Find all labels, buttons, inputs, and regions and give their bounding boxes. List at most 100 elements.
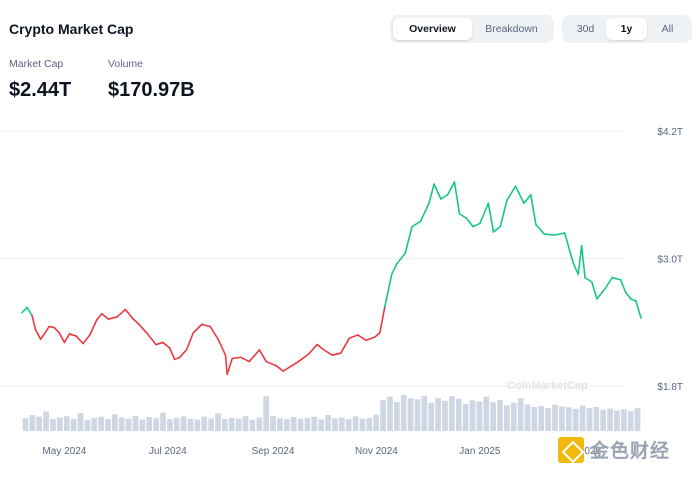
tab-breakdown[interactable]: Breakdown [485,23,538,35]
price-line-segment [577,244,583,276]
site-watermark-text: 金色财经 [590,441,671,462]
volume-bar [105,419,111,431]
price-line-segment [433,183,442,200]
price-line-segment [465,217,474,228]
volume-bar [242,416,249,431]
volume-bar [36,416,43,431]
volume-bar [469,400,476,431]
price-line-segment [458,213,468,219]
volume-stat: Volume $170.97B [108,58,195,102]
price-line-segment [31,315,37,331]
volume-bar [112,414,118,431]
volume-bar [263,396,269,431]
volume-bar [345,419,352,431]
price-line-segment [200,323,212,328]
price-line-segment [356,334,368,342]
price-line-segment [572,261,580,276]
volume-bar [545,408,551,431]
price-line-segment [161,341,171,349]
volume-bar [552,404,558,431]
volume-bar [84,419,91,431]
price-line-segment [100,312,110,320]
range-all-button[interactable]: All [661,23,674,35]
price-line-segment [155,341,164,346]
volume-bar [332,418,338,431]
range-1y-button[interactable]: 1y [606,18,647,40]
price-line-segment [282,365,293,372]
price-line-segment [146,333,157,346]
price-line-segment [446,181,456,196]
price-line-segment [265,360,278,367]
price-line-segment [248,349,261,363]
tab-overview[interactable]: Overview [393,18,472,40]
volume-bar [359,418,366,431]
y-tick-label: $4.2T [657,127,683,138]
price-line-segment [224,354,229,376]
volume-bar [449,396,455,431]
x-tick-label: May 2024 [42,446,86,457]
volume-bar [497,399,503,431]
volume-bar [235,418,242,431]
price-line-segment [479,202,490,225]
volume-bar [435,397,441,431]
price-line-segment [506,185,517,201]
volume-bar [283,419,290,431]
price-line-segment [624,291,632,300]
volume-bar [634,408,641,431]
volume-bar [338,417,345,431]
price-line-segment [185,332,195,351]
price-line-segment [53,326,61,334]
volume-bar [77,413,84,431]
price-line-segment [217,339,227,356]
volume-bar [607,408,613,431]
x-tick-label: Jan 2025 [459,446,501,457]
volume-bar [63,416,70,431]
price-line-segment [619,278,627,294]
price-line-segment [226,357,234,376]
price-line-segment [411,220,422,228]
x-tick-label: Nov 2024 [355,446,398,457]
price-line-segment [297,353,310,363]
volume-bar [180,416,187,431]
price-line-segment [630,298,637,302]
price-line-segment [419,202,430,223]
volume-bar [194,419,201,431]
volume-bar [304,417,311,431]
price-line-segment [68,333,78,337]
volume-bar [70,418,77,431]
volume-bar [476,401,483,431]
range-30d-button[interactable]: 30d [576,23,595,35]
price-line-segment [428,183,435,205]
volume-bar [22,418,29,431]
volume-bar [442,400,448,431]
volume-bar [421,395,428,431]
price-line-segment [48,325,56,329]
volume-bar [373,414,380,431]
volume-bar [614,410,620,431]
volume-bar [318,419,325,431]
volume-bar [579,405,586,431]
volume-bar [531,406,538,431]
volume-bar [118,417,125,431]
volume-bar [627,410,634,431]
price-line-segment [390,263,398,276]
volume-bar [407,398,414,431]
price-line-segment [395,252,407,265]
volume-bar [201,416,208,431]
price-line-segment [492,225,502,233]
coinmarketcap-watermark: CoinMarketCap [507,380,588,392]
volume-bar [277,418,283,431]
price-line-segment [82,334,91,345]
volume-bar [297,418,304,431]
price-line-segment [290,360,300,367]
price-line-segment [192,323,203,334]
volume-bar [125,418,132,431]
volume-bar [490,402,496,431]
volume-bar [352,416,359,431]
volume-bar [50,419,56,431]
volume-bar [173,417,180,431]
volume-bar [146,417,153,431]
market-cap-chart[interactable]: $4.2T $3.0T $1.8T May 2024 Jul 2024 Sep 2024 N… [0,110,700,477]
price-line-segment [440,193,449,200]
price-line-segment [239,356,251,363]
